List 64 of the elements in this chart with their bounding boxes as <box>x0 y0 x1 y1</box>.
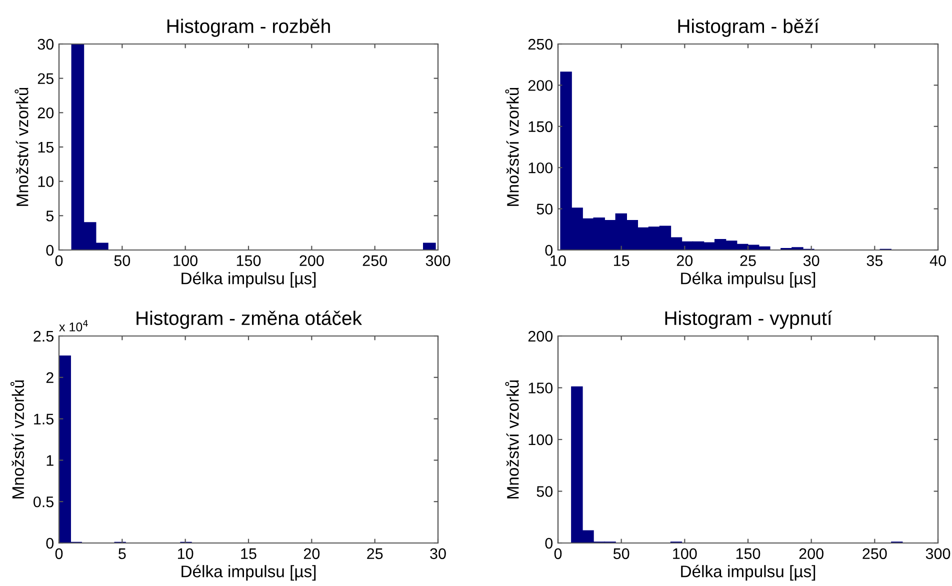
y-tick-label: 50 <box>536 204 553 214</box>
y-axis-title: Množství vzorků <box>505 380 519 498</box>
x-tick-label: 25 <box>740 255 756 266</box>
x-tick-label: 5 <box>118 548 126 560</box>
y-tick-label: 0.5 <box>34 496 54 508</box>
y-tick-label: 200 <box>528 330 553 342</box>
chart-title: Histogram - běží <box>678 18 820 37</box>
y-tick-label: 0 <box>545 244 553 256</box>
y-tick-label: 100 <box>528 162 553 174</box>
x-tick-label: 100 <box>673 548 697 560</box>
y-tick-label: 0 <box>46 244 54 256</box>
x-tick-label: 0 <box>55 548 63 560</box>
x-axis-title: Délka impulsu [µs] <box>681 272 816 288</box>
x-tick-label: 0 <box>55 255 63 266</box>
y-tick-label: 5 <box>46 210 54 222</box>
y-tick-label: 10 <box>38 176 54 188</box>
x-tick-label: 15 <box>614 255 630 266</box>
chart-title: Histogram - vypnutí <box>665 310 832 329</box>
x-tick-label: 50 <box>613 548 630 560</box>
x-axis-title: Délka impulsu [µs] <box>182 564 316 581</box>
x-tick-label: 200 <box>300 255 324 266</box>
x-tick-label: 150 <box>736 548 760 560</box>
y-tick-label: 200 <box>528 80 553 91</box>
y-tick-label: 50 <box>536 486 553 497</box>
y-tick-label: 150 <box>528 121 553 132</box>
x-tick-label: 40 <box>930 255 946 266</box>
x-axis-title: Délka impulsu [µs] <box>182 272 316 288</box>
text: x 10$^{4}$ <box>59 320 88 332</box>
y-tick-label: 1.5 <box>34 414 54 424</box>
y-axis-title: Množství vzorků <box>10 380 24 498</box>
y-tick-label: 100 <box>528 434 553 446</box>
x-tick-label: 0 <box>554 548 562 560</box>
x-tick-label: 200 <box>799 548 824 560</box>
x-tick-label: 10 <box>178 548 194 560</box>
x-axis-title: Délka impulsu [µs] <box>681 564 816 581</box>
x-tick-label: 250 <box>862 548 887 560</box>
x-tick-label: 35 <box>866 255 883 266</box>
x-tick-label: 50 <box>114 255 130 266</box>
y-axis-title: Množství vzorků <box>505 88 519 206</box>
y-tick-label: 0 <box>545 538 553 549</box>
x-tick-label: 100 <box>174 255 198 266</box>
y-tick-label: 15 <box>38 142 54 153</box>
x-tick-label: 15 <box>241 548 256 560</box>
y-tick-label: 250 <box>528 38 553 50</box>
x-tick-label: 25 <box>367 548 383 560</box>
y-tick-label: 25 <box>38 73 54 84</box>
x-tick-label: 150 <box>236 255 261 266</box>
x-tick-label: 30 <box>430 548 446 560</box>
x-tick-label: 250 <box>362 255 387 266</box>
y-tick-label: 20 <box>38 108 54 118</box>
y-tick-label: 2 <box>46 372 54 383</box>
y-tick-label: 30 <box>38 38 54 50</box>
x-tick-label: 20 <box>676 255 693 266</box>
y-tick-label: 1 <box>46 455 54 466</box>
y-tick-label: 2.5 <box>34 330 54 342</box>
x-tick-label: 30 <box>803 255 820 266</box>
chart-title: Histogram - změna otáček <box>136 310 362 329</box>
y-tick-label: 150 <box>528 382 553 394</box>
x-tick-label: 300 <box>926 548 950 560</box>
y-axis-title: Množství vzorků <box>14 88 28 206</box>
x-tick-label: 300 <box>426 255 450 266</box>
chart-title: Histogram - rozběh <box>167 18 330 37</box>
y-tick-label: 0 <box>46 538 54 549</box>
x-tick-label: 20 <box>304 548 320 560</box>
